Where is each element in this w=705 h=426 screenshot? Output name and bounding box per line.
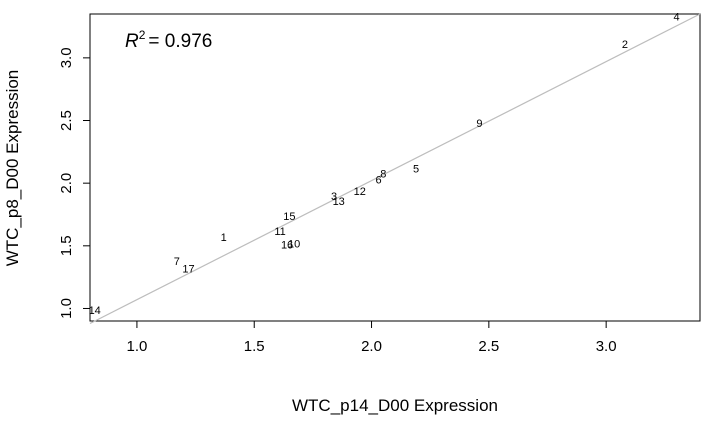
- data-point-label: 9: [476, 118, 482, 130]
- y-tick-label: 1.0: [58, 298, 75, 319]
- data-point-label: 7: [174, 256, 180, 268]
- data-point-label: 10: [288, 238, 300, 250]
- x-axis-title: WTC_p14_D00 Expression: [292, 396, 498, 415]
- r-squared-annotation: R2 = 0.976: [125, 28, 212, 52]
- data-point-label: 16: [281, 240, 293, 252]
- y-tick-label: 2.0: [58, 173, 75, 194]
- data-point-label: 8: [380, 168, 386, 180]
- data-point-label: 11: [274, 226, 285, 238]
- data-point-label: 6: [376, 175, 382, 187]
- x-tick-label: 1.0: [126, 338, 147, 355]
- data-point-label: 14: [89, 305, 101, 317]
- data-point-label: 12: [354, 186, 366, 198]
- data-point-label: 4: [673, 12, 679, 24]
- x-tick-label: 1.5: [244, 338, 265, 355]
- r-superscript: 2: [139, 28, 146, 42]
- data-point-label: 13: [333, 196, 345, 208]
- y-axis-title: WTC_p8_D00 Expression: [3, 70, 22, 267]
- y-tick-label: 1.5: [58, 235, 75, 256]
- y-axis: 1.0 1.5 2.0 2.5 3.0: [58, 47, 91, 319]
- x-tick-label: 2.5: [478, 338, 499, 355]
- r-symbol: R: [125, 31, 139, 52]
- y-tick-label: 3.0: [58, 47, 75, 68]
- regression-line: [89, 13, 701, 325]
- y-tick-label: 2.5: [58, 110, 75, 131]
- x-axis: 1.0 1.5 2.0 2.5 3.0: [126, 320, 617, 355]
- data-point-label: 1: [221, 232, 227, 244]
- x-tick-label: 2.0: [361, 338, 382, 355]
- data-point-label: 15: [283, 211, 295, 223]
- data-point-label: 3: [331, 191, 337, 203]
- r-squared-value: = 0.976: [148, 31, 212, 52]
- data-point-label: 17: [182, 264, 194, 276]
- data-point-label: 5: [413, 163, 419, 175]
- x-tick-label: 3.0: [596, 338, 617, 355]
- data-point-label: 2: [622, 39, 628, 51]
